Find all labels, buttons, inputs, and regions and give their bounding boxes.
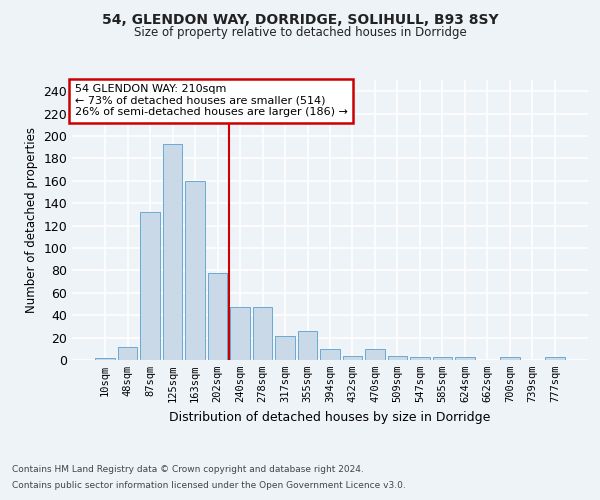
Bar [118,346,137,360]
Bar [320,349,340,360]
Text: Contains HM Land Registry data © Crown copyright and database right 2024.: Contains HM Land Registry data © Crown c… [12,466,364,474]
Text: Contains public sector information licensed under the Open Government Licence v3: Contains public sector information licen… [12,480,406,490]
Bar [343,356,362,360]
Bar [208,272,227,360]
Y-axis label: Number of detached properties: Number of detached properties [25,127,38,313]
X-axis label: Distribution of detached houses by size in Dorridge: Distribution of detached houses by size … [169,410,491,424]
Bar [185,181,205,360]
Bar [253,308,272,360]
Bar [388,356,407,360]
Text: Size of property relative to detached houses in Dorridge: Size of property relative to detached ho… [134,26,466,39]
Bar [455,356,475,360]
Bar [230,308,250,360]
Bar [500,356,520,360]
Bar [298,331,317,360]
Bar [95,358,115,360]
Text: 54 GLENDON WAY: 210sqm
← 73% of detached houses are smaller (514)
26% of semi-de: 54 GLENDON WAY: 210sqm ← 73% of detached… [74,84,347,117]
Bar [275,336,295,360]
Text: 54, GLENDON WAY, DORRIDGE, SOLIHULL, B93 8SY: 54, GLENDON WAY, DORRIDGE, SOLIHULL, B93… [101,12,499,26]
Bar [365,349,385,360]
Bar [410,356,430,360]
Bar [140,212,160,360]
Bar [433,356,452,360]
Bar [545,356,565,360]
Bar [163,144,182,360]
